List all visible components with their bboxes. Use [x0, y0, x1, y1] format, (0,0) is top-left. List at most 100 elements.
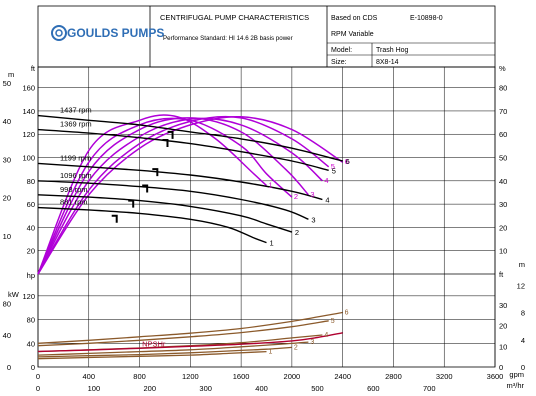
power-curve-label: 2	[294, 344, 298, 351]
efficiency-curve	[37, 117, 293, 275]
bep-marker	[142, 184, 149, 193]
y-tick-npsh-m: 12	[517, 281, 525, 290]
y-tick-kw: 80	[3, 299, 11, 308]
efficiency-curve	[37, 117, 323, 275]
size-value: 8X8-14	[376, 59, 399, 66]
logo-text: GOULDS PUMPS	[67, 26, 164, 40]
power-curve	[37, 311, 343, 344]
y-unit-npsh-ft: ft	[499, 270, 504, 279]
x-tick-gpm: 3600	[487, 372, 504, 381]
y-tick-ft: 80	[27, 177, 35, 186]
y-unit-pct: %	[499, 64, 506, 73]
model-value: Trash Hog	[376, 47, 409, 54]
bep-marker	[128, 199, 135, 208]
x-tick-m3hr: 0	[36, 384, 40, 393]
power-curve	[37, 346, 292, 358]
y-tick-m: 50	[3, 79, 11, 88]
x-tick-m3hr: 400	[255, 384, 268, 393]
x-tick-gpm: 2400	[334, 372, 351, 381]
y-tick-pct: 80	[499, 84, 507, 93]
performance-standard: Performance Standard: HI 14.6 2B basis p…	[163, 35, 293, 42]
x-tick-m3hr: 300	[199, 384, 212, 393]
y-tick-pct: 30	[499, 200, 507, 209]
head-curve-label: 3	[311, 215, 315, 224]
bep-markers	[111, 130, 174, 223]
efficiency-curve-label: 4	[324, 176, 328, 185]
efficiency-curve	[37, 117, 309, 275]
x-unit-gpm: gpm	[509, 370, 524, 379]
power-curve-label: 4	[324, 332, 328, 339]
y-tick-hp: 0	[31, 363, 35, 372]
x-tick-gpm: 2000	[284, 372, 301, 381]
efficiency-curve	[37, 114, 268, 275]
head-curve	[37, 162, 323, 201]
bep-marker	[111, 214, 118, 223]
x-tick-m3hr: 500	[311, 384, 324, 393]
x-tick-gpm: 1600	[233, 372, 250, 381]
y-tick-hp: 40	[27, 339, 35, 348]
power-curve	[37, 341, 309, 356]
y-tick-npsh-ft: 20	[499, 322, 507, 331]
based-on-label: Based on CDS	[331, 15, 378, 22]
x-tick-gpm: 800	[133, 372, 146, 381]
bep-marker	[152, 168, 159, 177]
speed-label: 881 rpm	[60, 198, 88, 207]
power-curve-label: 1	[269, 349, 273, 356]
y-tick-ft: 160	[22, 84, 35, 93]
y-tick-pct: 70	[499, 107, 507, 116]
based-on-value: E-10898-0	[410, 15, 443, 22]
chart-title: CENTRIFUGAL PUMP CHARACTERISTICS	[160, 13, 309, 22]
x-tick-m3hr: 600	[367, 384, 380, 393]
head-curve-label: 5	[332, 166, 336, 175]
head-curve	[37, 114, 343, 162]
x-unit-m3hr: m³/hr	[507, 381, 525, 390]
power-curve	[37, 320, 329, 347]
efficiency-curve-label: 6	[345, 157, 349, 166]
y-tick-ft: 120	[22, 130, 35, 139]
grid	[37, 67, 496, 367]
y-tick-ft: 140	[22, 107, 35, 116]
y-tick-kw: 40	[3, 331, 11, 340]
size-label: Size:	[331, 59, 347, 66]
y-tick-ft: 100	[22, 154, 35, 163]
y-tick-m: 10	[3, 232, 11, 241]
power-curve-label: 6	[345, 309, 349, 316]
y-tick-pct: 50	[499, 154, 507, 163]
efficiency-curve-label: 1	[269, 180, 273, 189]
speed-label: 1369 rpm	[60, 120, 92, 129]
power-curve-label: 3	[310, 339, 314, 346]
y-unit-npsh-m: m	[519, 260, 525, 269]
power-curve	[37, 350, 267, 360]
npsh-curve	[37, 332, 343, 353]
power-curve-label: 5	[331, 318, 335, 325]
y-unit-kw: kW	[8, 290, 20, 299]
y-tick-npsh-ft: 0	[499, 363, 503, 372]
efficiency-curves	[37, 114, 344, 275]
x-tick-m3hr: 200	[144, 384, 157, 393]
efficiency-curve-label: 3	[310, 190, 314, 199]
y-tick-ft: 60	[27, 200, 35, 209]
head-curve	[37, 180, 309, 220]
logo: GOULDS PUMPS	[51, 25, 164, 41]
y-tick-npsh-ft: 30	[499, 301, 507, 310]
y-tick-kw: 0	[7, 363, 11, 372]
y-tick-hp: 80	[27, 316, 35, 325]
efficiency-curve-label: 2	[294, 192, 298, 201]
y-tick-hp: 120	[22, 292, 35, 301]
head-curve-label: 6	[346, 157, 350, 166]
plot-frame	[37, 66, 496, 368]
npsh-curve-line	[37, 332, 343, 353]
head-curve	[37, 206, 267, 244]
x-tick-m3hr: 100	[88, 384, 101, 393]
y-tick-npsh-m: 8	[521, 309, 525, 318]
y-tick-ft: 40	[27, 223, 35, 232]
y-unit-ft: ft	[31, 64, 36, 73]
x-tick-m3hr: 700	[423, 384, 436, 393]
x-tick-gpm: 2800	[385, 372, 402, 381]
head-curves	[37, 114, 343, 244]
y-tick-m: 20	[3, 194, 11, 203]
efficiency-curve	[37, 115, 344, 275]
